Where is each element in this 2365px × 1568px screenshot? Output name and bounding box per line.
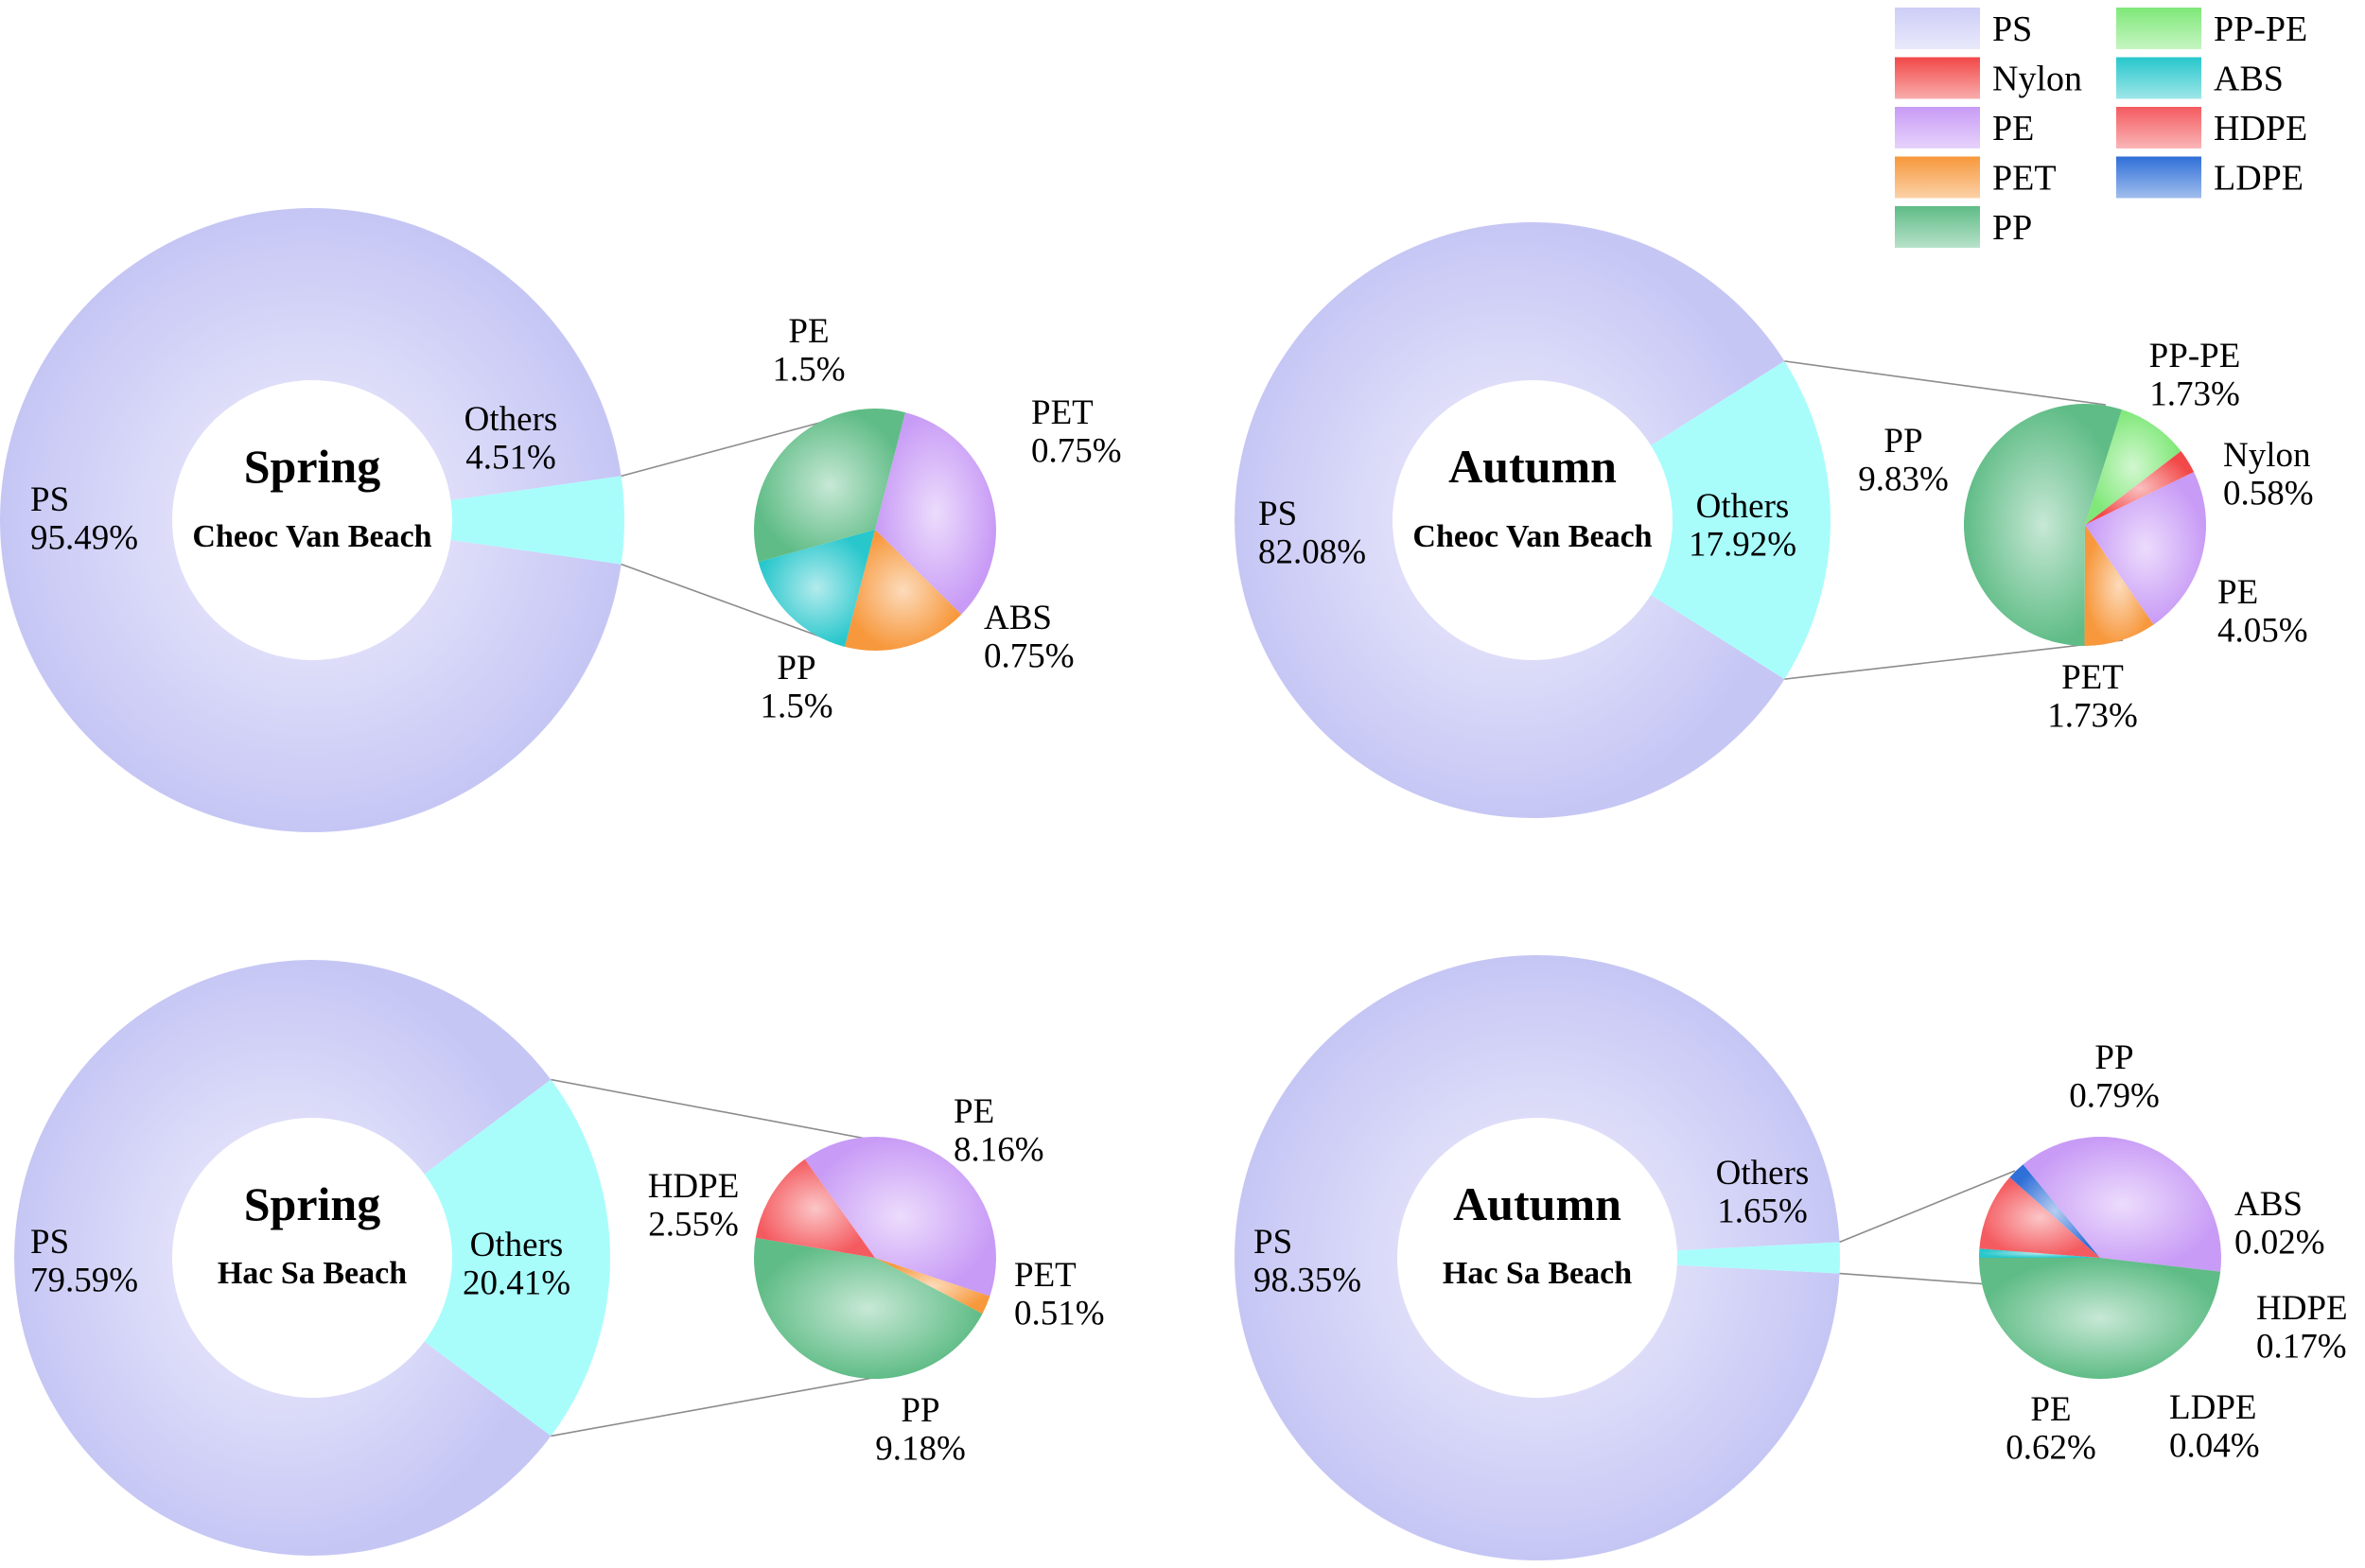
label-ps: PS 98.35%: [1253, 1223, 1361, 1300]
label-abs: ABS 0.75%: [984, 599, 1075, 676]
legend-swatch: [1895, 57, 1980, 99]
donut-slice-others: [1651, 360, 1831, 680]
label-others: Others 1.65%: [1716, 1154, 1810, 1231]
label-others: Others 17.92%: [1689, 487, 1796, 565]
label-others: Others 20.41%: [463, 1226, 570, 1303]
legend-label: PE: [1992, 109, 2034, 148]
season-title: Spring: [244, 440, 381, 493]
label-pet: PET 0.75%: [1031, 393, 1122, 471]
subpie-slice-pp: [754, 408, 906, 563]
label-nylon: Nylon 0.58%: [2223, 436, 2314, 514]
season-title: Autumn: [1453, 1177, 1621, 1230]
connector-line-top: [1839, 1170, 2016, 1244]
subpie-slice-pet: [875, 1258, 990, 1315]
legend-label: PET: [1992, 159, 2057, 199]
donut-slice-others: [424, 1079, 611, 1437]
label-pe: PE 4.05%: [2217, 573, 2308, 651]
panel-autumn-cheoc-van: Autumn Cheoc Van Beach PS 82.08% Others 17.92…: [1234, 222, 2314, 819]
legend-swatch: [1895, 8, 1980, 49]
panel-autumn-hac-sa: Autumn Hac Sa Beach PS 98.35% Others 1.65% ABS…: [1235, 954, 2348, 1560]
legend-item-pp: PP: [1895, 206, 2032, 248]
legend-swatch: [1895, 107, 1980, 148]
label-pe: PE 0.62%: [2006, 1390, 2096, 1468]
label-pp-pe: PP-PE 1.73%: [2149, 337, 2241, 414]
legend-swatch: [2116, 156, 2201, 199]
label-ldpe: LDPE 0.04%: [2169, 1388, 2260, 1466]
subpie-slice-pet: [844, 530, 962, 651]
connector-line-top: [551, 1078, 887, 1143]
legend-swatch: [2116, 8, 2201, 49]
label-hdpe: HDPE 2.55%: [648, 1167, 740, 1245]
subpie-slice-ldpe: [2009, 1164, 2100, 1258]
season-title: Spring: [244, 1177, 381, 1230]
label-pe: PE 1.5%: [772, 312, 845, 390]
legend-label: PP: [1992, 208, 2032, 248]
label-pp: PP 1.5%: [760, 649, 832, 726]
subpie-slice-pe: [804, 1137, 996, 1297]
donut-slice-ps: [1234, 222, 1785, 819]
subpie-slice-pp: [1964, 404, 2122, 646]
label-ps: PS 79.59%: [30, 1223, 138, 1300]
subpie-slice-pe: [875, 412, 996, 615]
donut-slice-ps: [0, 208, 622, 832]
legend-item-ldpe: LDPE: [2116, 156, 2304, 199]
connector-line-top: [1784, 360, 2107, 406]
donut-slice-ps: [1235, 954, 1840, 1560]
beach-subtitle: Hac Sa Beach: [218, 1256, 407, 1291]
label-pet: PET 0.51%: [1014, 1256, 1105, 1333]
legend-label: ABS: [2214, 60, 2284, 99]
beach-subtitle: Hac Sa Beach: [1443, 1256, 1632, 1291]
legend-label: Nylon: [1992, 60, 2082, 99]
donut-slice-ps: [14, 960, 552, 1556]
donut-slice-others: [1676, 1242, 1841, 1274]
legend-item-pe: PE: [1895, 107, 2034, 148]
connector-line-bottom: [1784, 639, 2124, 680]
legend-label: LDPE: [2214, 159, 2304, 199]
beach-subtitle: Cheoc Van Beach: [192, 519, 431, 554]
donut-slice-others: [450, 476, 624, 565]
legend-item-pet: PET: [1895, 156, 2057, 199]
subpie-slice-pet: [2084, 525, 2154, 646]
label-others: Others 4.51%: [464, 400, 558, 478]
subpie-slice-pe: [2085, 472, 2206, 625]
legend-swatch: [1895, 206, 1980, 248]
legend-item-abs: ABS: [2116, 57, 2284, 99]
legend: PS Nylon PE PET PP PP-PE ABS HDPE LDPE: [1895, 8, 2307, 248]
legend-item-hdpe: HDPE: [2116, 107, 2307, 148]
legend-swatch: [2116, 57, 2201, 99]
label-abs: ABS 0.02%: [2234, 1185, 2325, 1263]
subpie-slice-nylon: [2085, 450, 2195, 525]
panel-spring-cheoc-van: Spring Cheoc Van Beach PS 95.49% Others 4.51%…: [0, 208, 1122, 832]
label-pp: PP 9.18%: [875, 1391, 966, 1469]
legend-swatch: [1895, 156, 1980, 199]
label-pe: PE 8.16%: [954, 1092, 1044, 1170]
season-title: Autumn: [1448, 440, 1617, 493]
legend-swatch: [2116, 107, 2201, 148]
label-ps: PS 95.49%: [30, 480, 138, 558]
panel-spring-hac-sa: Spring Hac Sa Beach PS 79.59% Others 20.41% PE…: [14, 960, 1105, 1556]
subpie-slice-pp: [1979, 1258, 2221, 1380]
subpie-slice-hdpe: [1979, 1176, 2100, 1258]
label-hdpe: HDPE 0.17%: [2256, 1289, 2348, 1367]
subpie-slice-pp-pe: [2085, 409, 2181, 525]
connector-line-bottom: [551, 1374, 889, 1437]
legend-item-pp-pe: PP-PE: [2116, 8, 2307, 49]
legend-item-nylon: Nylon: [1895, 57, 2082, 99]
connector-line-bottom: [621, 563, 829, 640]
subpie-slice-hdpe: [755, 1159, 875, 1258]
subpie-slice-pe: [2023, 1137, 2221, 1272]
subpie-slice-pp: [754, 1237, 983, 1379]
legend-item-ps: PS: [1895, 8, 2032, 49]
legend-label: PP-PE: [2214, 9, 2307, 49]
subpie-slice-abs: [758, 530, 875, 647]
label-pet: PET 1.73%: [2047, 658, 2138, 736]
legend-label: PS: [1992, 9, 2032, 49]
legend-label: HDPE: [2214, 109, 2307, 148]
label-ps: PS 82.08%: [1258, 495, 1366, 572]
beach-subtitle: Cheoc Van Beach: [1412, 519, 1652, 554]
subpie-slice-abs: [1979, 1248, 2100, 1258]
label-pp: PP 0.79%: [2069, 1038, 2160, 1116]
label-pp: PP 9.83%: [1858, 422, 1949, 499]
